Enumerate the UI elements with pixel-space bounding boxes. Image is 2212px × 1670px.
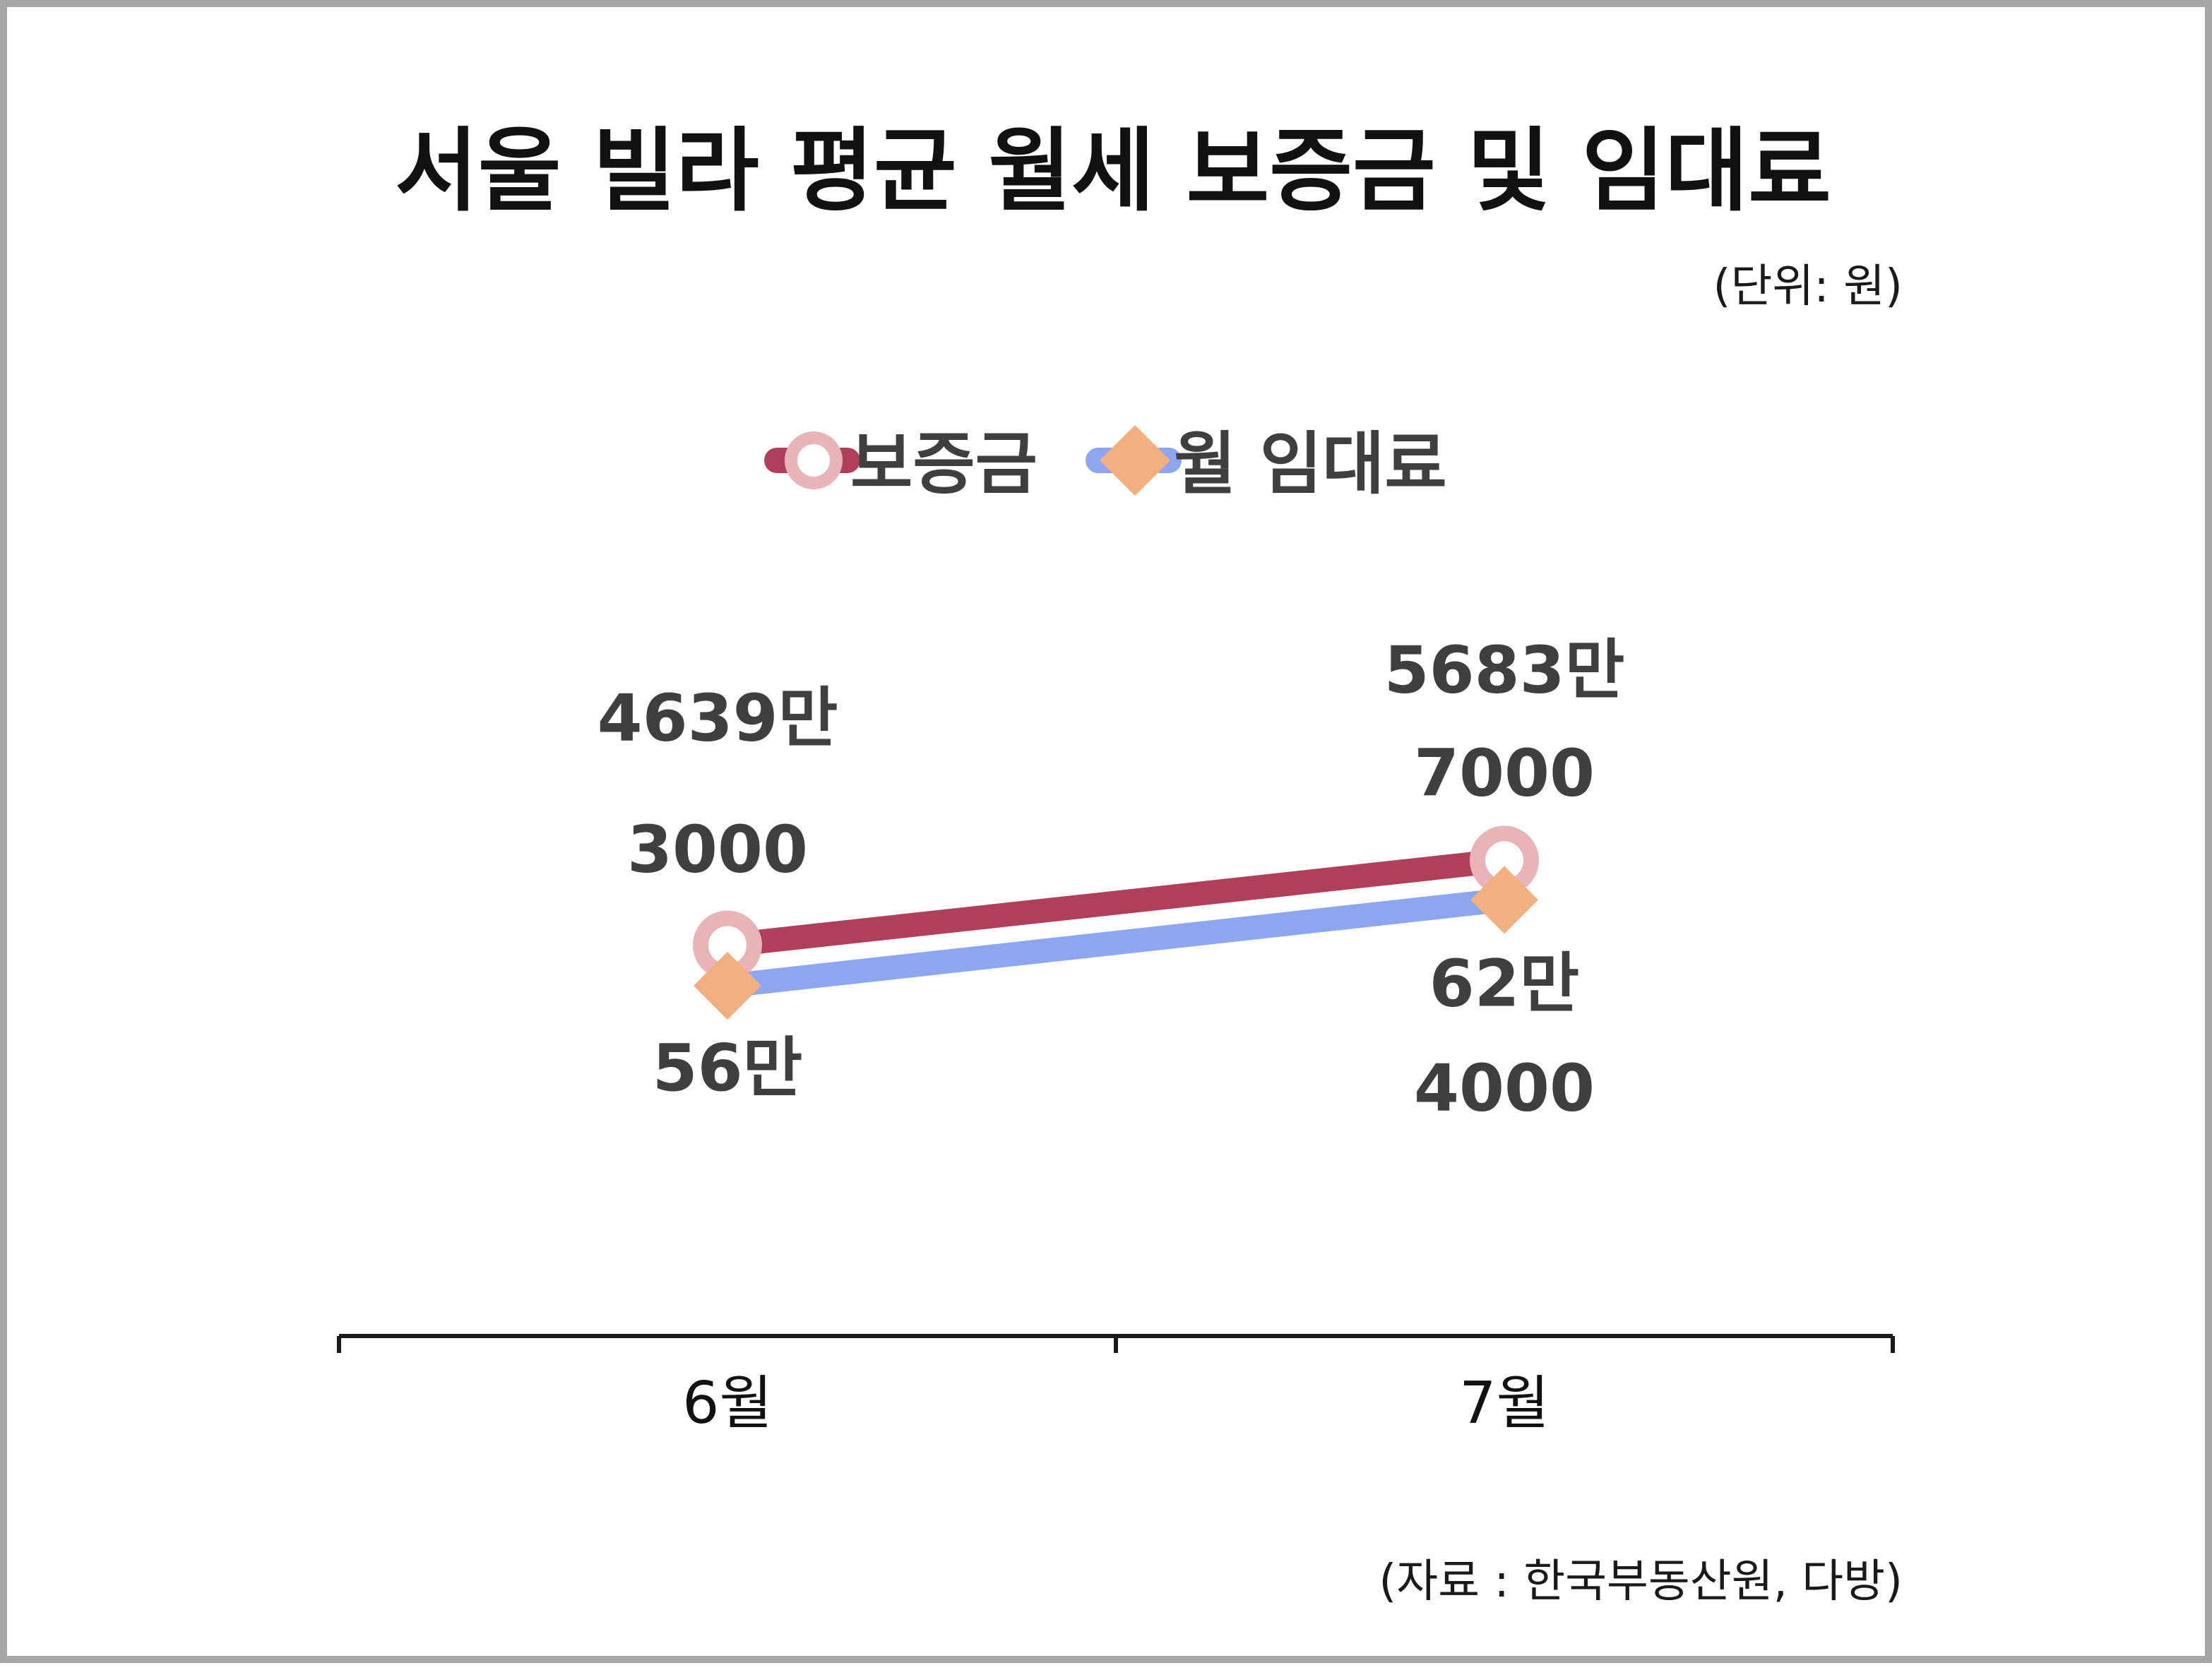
rent-point-jul (1470, 866, 1538, 934)
x-tick-label-jul: 7월 (1459, 1370, 1550, 1437)
legend-deposit-label: 보증금 (850, 424, 1037, 503)
unit-note: (단위: 원) (1713, 261, 1903, 313)
deposit-label-jun-line2: 3000 (627, 811, 808, 887)
deposit-label-jul-line1: 5683만 (1384, 632, 1625, 708)
deposit-label-jul-line2: 7000 (1414, 735, 1595, 811)
deposit-series-line (715, 848, 1516, 958)
source-note: (자료 : 한국부동산원, 다방) (1379, 1556, 1903, 1608)
legend-rent-label: 월 임대료 (1174, 424, 1447, 503)
x-tick-label-jun: 6월 (682, 1370, 773, 1437)
legend-rent-diamond-icon (1100, 425, 1170, 496)
deposit-label-jun-line1: 4639만 (597, 680, 838, 756)
line-chart: 보증금 월 임대료 4639만 3000 5683만 7000 56만 62만 … (337, 424, 1895, 1437)
rent-series-line (715, 888, 1516, 998)
rent-label-jul-line2: 4000 (1414, 1050, 1595, 1126)
rent-label-jun-line1: 56만 (653, 1030, 803, 1106)
legend-item-deposit: 보증금 (764, 424, 1037, 503)
chart-title: 서울 빌라 평균 월세 보증금 및 임대료 (395, 119, 1831, 224)
legend-item-rent: 월 임대료 (1086, 424, 1447, 503)
chart-legend: 보증금 월 임대료 (764, 424, 1447, 503)
rent-label-jul-line1: 62만 (1429, 946, 1580, 1021)
legend-deposit-circle-icon (785, 431, 843, 489)
x-axis: 6월 7월 (337, 1334, 1895, 1437)
rent-point-jun (694, 952, 761, 1020)
